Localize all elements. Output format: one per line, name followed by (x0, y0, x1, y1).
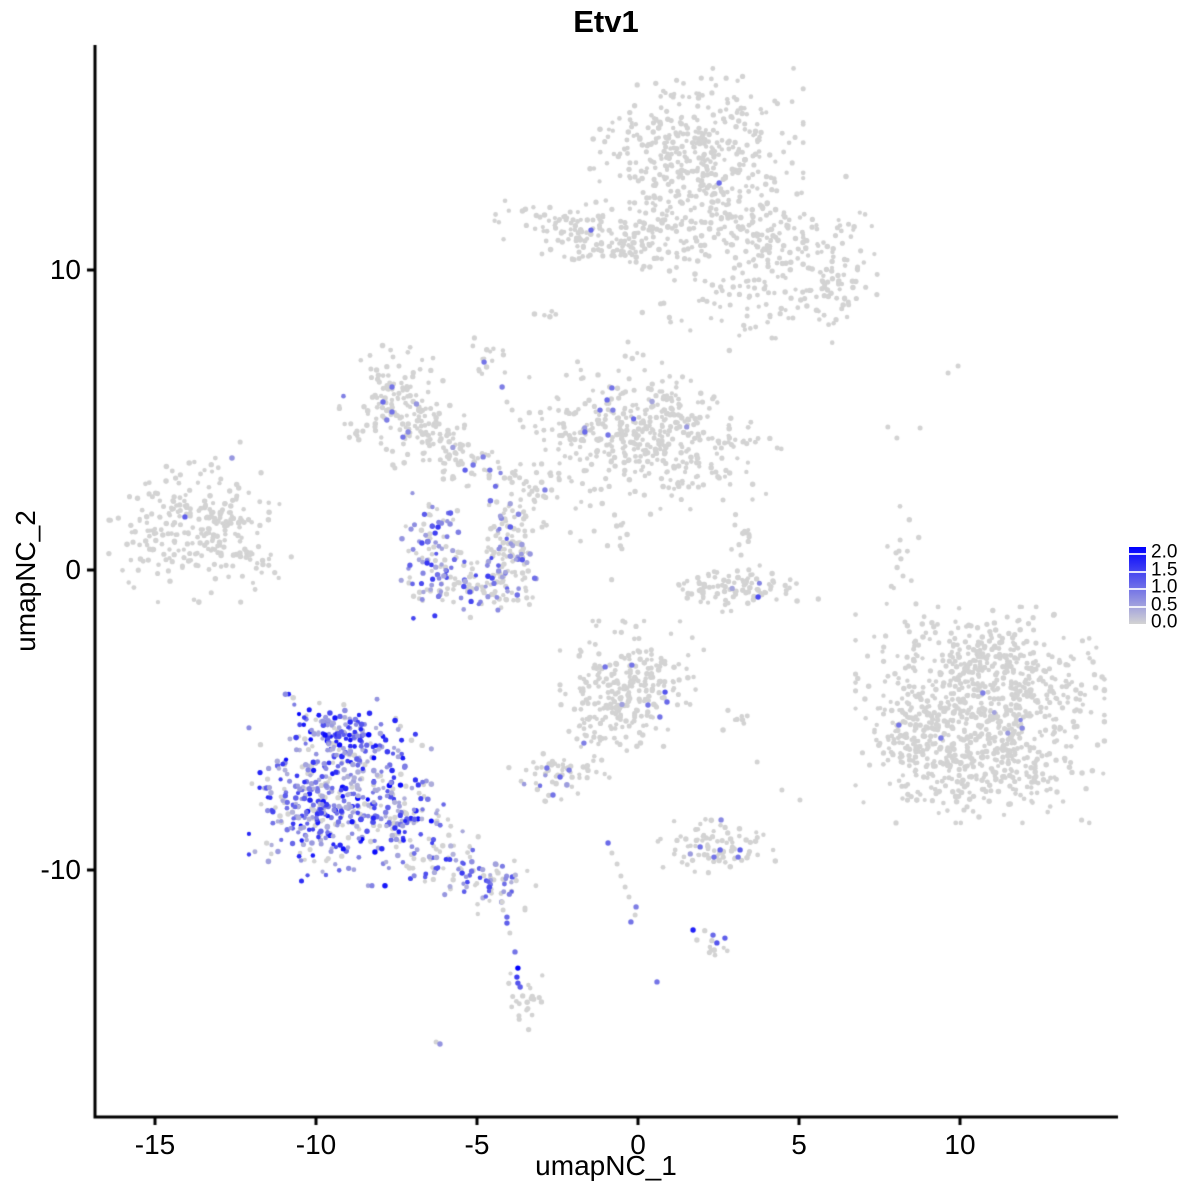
colorbar-gradient (1129, 547, 1146, 624)
colorbar-label: 0.0 (1151, 611, 1178, 633)
colorbar-label: 1.5 (1151, 559, 1178, 581)
y-tick-label: 0 (65, 554, 81, 585)
colorbar-label: 2.0 (1151, 541, 1178, 563)
colorbar-label: 0.5 (1151, 594, 1178, 616)
x-axis-title: umapNC_1 (535, 1150, 677, 1181)
colorbar-tick (1129, 570, 1146, 573)
colorbar-tick (1129, 553, 1146, 555)
x-tick-label: -15 (134, 1129, 176, 1160)
x-tick-label: 0 (630, 1129, 646, 1160)
colorbar-label: 1.0 (1151, 576, 1178, 598)
y-tick-label: -10 (40, 854, 81, 885)
expression-colorbar-legend: 2.0 1.5 1.0 0.5 0.0 (1129, 542, 1199, 637)
plot-title: Etv1 (573, 4, 639, 39)
x-tick-label: 10 (944, 1129, 976, 1160)
x-tick-label: -10 (295, 1129, 337, 1160)
y-axis-title: umapNC_2 (10, 510, 41, 652)
colorbar-tick (1129, 605, 1146, 608)
colorbar-tick (1129, 588, 1146, 590)
x-tick-label: 5 (791, 1129, 807, 1160)
y-tick-label: 10 (49, 254, 81, 285)
x-tick-label: -5 (464, 1129, 490, 1160)
